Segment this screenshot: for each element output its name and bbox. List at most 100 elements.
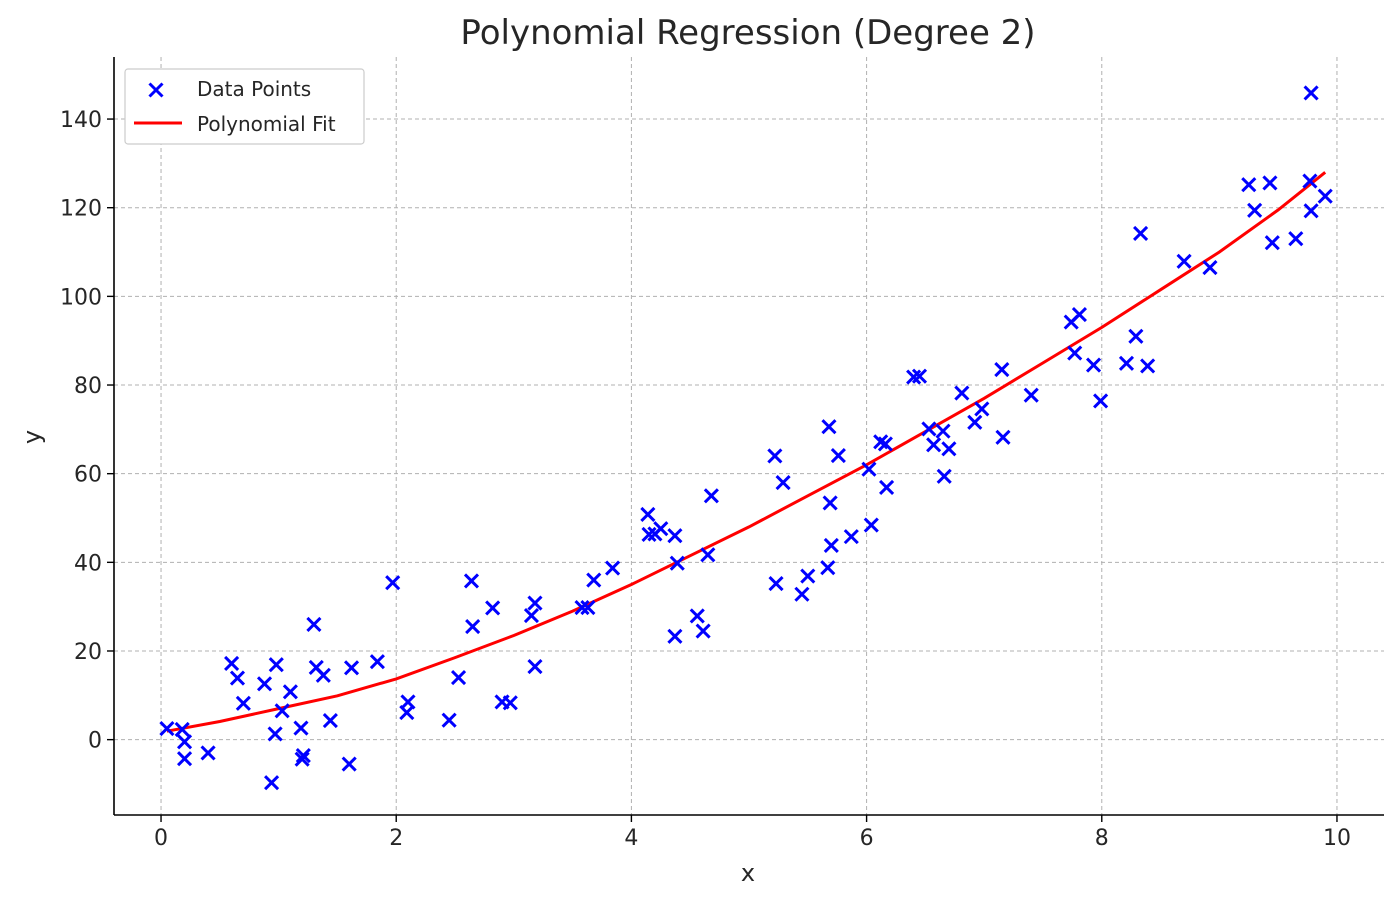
data-point xyxy=(580,599,596,616)
x-axis-label: x xyxy=(741,859,755,887)
data-point xyxy=(1176,253,1192,269)
data-point xyxy=(1093,393,1109,409)
data-point xyxy=(653,521,669,537)
data-point xyxy=(235,695,251,711)
data-point xyxy=(264,775,280,791)
data-point xyxy=(1264,235,1280,251)
data-point xyxy=(306,616,322,632)
data-point xyxy=(385,575,401,591)
data-point xyxy=(822,495,838,511)
legend-label-data-points: Data Points xyxy=(197,77,311,101)
data-point xyxy=(224,655,240,671)
data-point xyxy=(341,756,357,772)
data-point xyxy=(689,608,705,624)
data-point xyxy=(863,517,879,533)
legend-label-polynomial-fit: Polynomial Fit xyxy=(197,112,336,136)
x-tick-label: 0 xyxy=(154,826,168,851)
y-tick-label: 140 xyxy=(60,108,102,133)
data-point xyxy=(1247,202,1263,218)
data-point xyxy=(315,667,331,683)
data-point xyxy=(1302,173,1318,189)
fit-line-layer xyxy=(166,171,1327,733)
x-tick-label: 2 xyxy=(389,826,403,851)
y-tick-label: 20 xyxy=(74,640,102,665)
data-point xyxy=(267,726,283,742)
legend-box xyxy=(124,68,365,145)
data-point xyxy=(669,555,685,571)
data-point xyxy=(174,721,190,738)
y-tick-label: 0 xyxy=(88,729,102,754)
data-point xyxy=(502,695,518,711)
data-point xyxy=(527,658,543,675)
data-point xyxy=(282,684,298,700)
x-tick-label: 8 xyxy=(1095,826,1109,851)
data-point xyxy=(274,703,290,719)
data-point xyxy=(268,657,284,673)
data-point xyxy=(1303,85,1319,101)
data-point xyxy=(465,619,481,635)
data-point xyxy=(400,694,416,710)
data-point xyxy=(775,474,791,491)
x-tick-label: 10 xyxy=(1323,826,1351,851)
data-point xyxy=(295,748,311,764)
data-point xyxy=(485,600,501,616)
data-point xyxy=(861,461,877,477)
data-point xyxy=(921,421,937,437)
data-point xyxy=(967,414,983,430)
data-point xyxy=(823,537,839,554)
data-point xyxy=(820,560,836,576)
data-point xyxy=(1202,259,1218,276)
data-point xyxy=(1241,177,1257,193)
data-point xyxy=(343,660,360,676)
data-point xyxy=(1140,358,1156,374)
data-point xyxy=(935,423,951,439)
data-point xyxy=(911,368,928,384)
data-point xyxy=(1262,175,1278,191)
data-point xyxy=(1085,357,1102,373)
data-point xyxy=(441,712,457,728)
data-point xyxy=(830,447,846,464)
data-point xyxy=(994,361,1010,378)
data-point xyxy=(176,734,193,750)
data-point xyxy=(586,572,602,588)
data-point xyxy=(800,568,816,584)
data-point xyxy=(200,745,216,761)
data-point xyxy=(1023,387,1039,403)
y-tick-label: 100 xyxy=(60,285,102,310)
data-point xyxy=(369,654,385,670)
data-point xyxy=(176,751,193,767)
legend-x-glyph xyxy=(148,82,164,98)
grid xyxy=(114,57,1384,815)
y-tick-label: 60 xyxy=(74,463,102,488)
data-point xyxy=(293,720,309,736)
data-point xyxy=(640,506,656,523)
data-point xyxy=(1317,188,1333,204)
data-point xyxy=(1067,345,1083,361)
x-tick-label: 4 xyxy=(624,826,638,851)
data-point xyxy=(954,385,970,401)
y-tick-label: 120 xyxy=(60,197,102,222)
data-point xyxy=(527,595,543,611)
y-tick-label: 40 xyxy=(74,551,102,576)
data-point xyxy=(768,576,784,592)
data-point xyxy=(936,468,952,484)
data-point xyxy=(767,448,783,464)
data-point xyxy=(995,429,1011,445)
polynomial-fit-line xyxy=(166,171,1327,733)
data-point xyxy=(1288,231,1304,247)
data-point xyxy=(229,670,246,686)
data-point xyxy=(605,560,621,576)
legend-scatter-marker xyxy=(148,82,164,98)
y-axis-label: y xyxy=(18,430,46,444)
data-point xyxy=(667,528,683,544)
data-point xyxy=(463,573,480,589)
data-point xyxy=(641,526,657,542)
data-point xyxy=(974,401,990,417)
data-point xyxy=(926,437,942,453)
legend: Data Points Polynomial Fit xyxy=(124,68,365,145)
data-point xyxy=(1128,328,1144,344)
data-point xyxy=(703,488,719,504)
data-point xyxy=(794,586,810,602)
data-point xyxy=(879,479,895,495)
